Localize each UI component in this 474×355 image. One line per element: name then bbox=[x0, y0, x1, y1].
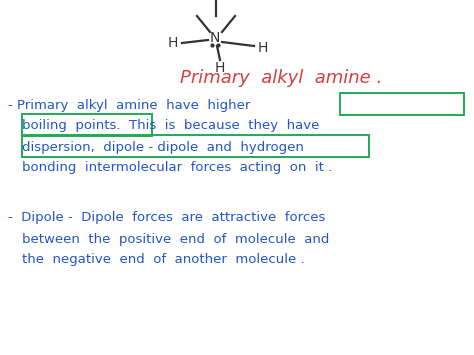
Bar bbox=[340, 93, 464, 115]
Text: dispersion,  dipole - dipole  and  hydrogen: dispersion, dipole - dipole and hydrogen bbox=[22, 141, 304, 153]
Text: between  the  positive  end  of  molecule  and: between the positive end of molecule and bbox=[22, 233, 329, 246]
Text: N: N bbox=[210, 31, 220, 45]
Text: H: H bbox=[215, 61, 225, 75]
Bar bbox=[22, 114, 152, 136]
Bar bbox=[22, 135, 369, 157]
Text: boiling  points.  This  is  because  they  have: boiling points. This is because they hav… bbox=[22, 120, 319, 132]
Text: -  Dipole -  Dipole  forces  are  attractive  forces: - Dipole - Dipole forces are attractive … bbox=[8, 212, 325, 224]
Text: H: H bbox=[258, 41, 268, 55]
Text: - Primary  alkyl  amine  have  higher: - Primary alkyl amine have higher bbox=[8, 98, 250, 111]
Text: H: H bbox=[168, 36, 178, 50]
Text: bonding  intermolecular  forces  acting  on  it .: bonding intermolecular forces acting on … bbox=[22, 162, 332, 175]
Text: the  negative  end  of  another  molecule .: the negative end of another molecule . bbox=[22, 253, 305, 267]
Text: Primary  alkyl  amine .: Primary alkyl amine . bbox=[180, 69, 382, 87]
